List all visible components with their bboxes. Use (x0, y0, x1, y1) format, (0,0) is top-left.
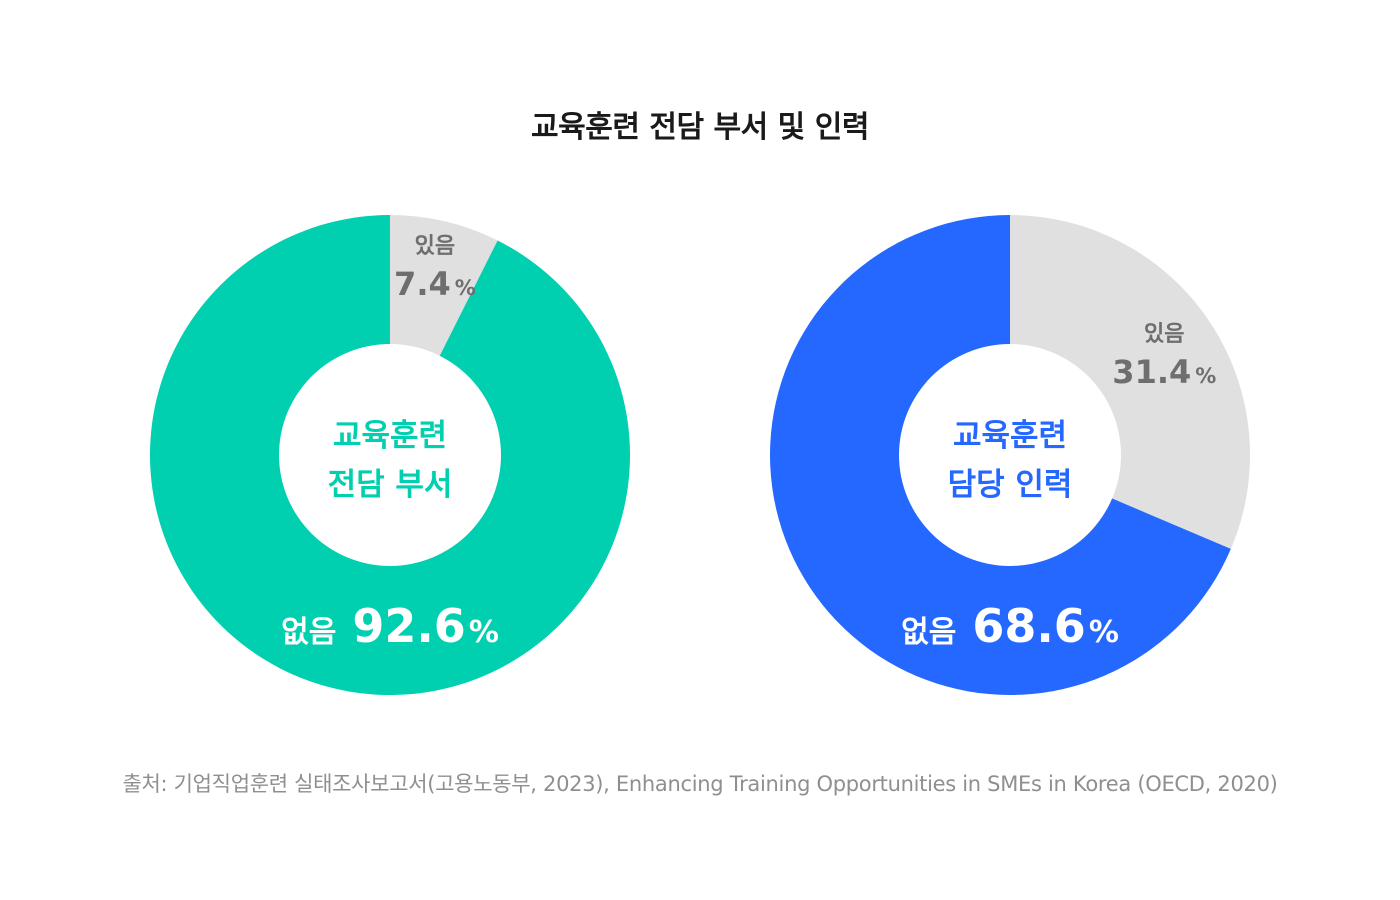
slice-label-text: 없음 (901, 615, 956, 650)
slice-value-yes: 31.4% (1112, 353, 1216, 391)
chart-title: 교육훈련 전담 부서 및 인력 (531, 110, 869, 145)
value-unit: % (469, 615, 499, 650)
value-unit: % (1089, 615, 1119, 650)
source-note: 출처: 기업직업훈련 실태조사보고서(고용노동부, 2023), Enhanci… (122, 772, 1278, 796)
value-number: 31.4 (1112, 353, 1191, 391)
center-label-line: 전담 부서 (328, 467, 453, 503)
value-number: 92.6 (352, 599, 466, 653)
donut-hole (279, 344, 501, 566)
center-label-line: 교육훈련 (953, 418, 1067, 454)
value-number: 68.6 (972, 599, 1086, 653)
value-number: 7.4 (394, 265, 451, 303)
slice-value-yes: 7.4% (394, 265, 476, 303)
value-unit: % (455, 276, 476, 300)
slice-label-yes: 있음 (415, 234, 455, 259)
slice-label-no: 없음 68.6% (901, 599, 1119, 653)
slice-label-text: 없음 (281, 615, 336, 650)
center-label-line: 담당 인력 (948, 467, 1073, 503)
value-unit: % (1195, 364, 1216, 388)
center-label-line: 교육훈련 (333, 418, 447, 454)
donut-hole (899, 344, 1121, 566)
slice-label-yes: 있음 (1144, 322, 1184, 347)
slice-label-no: 없음 92.6% (281, 599, 499, 653)
